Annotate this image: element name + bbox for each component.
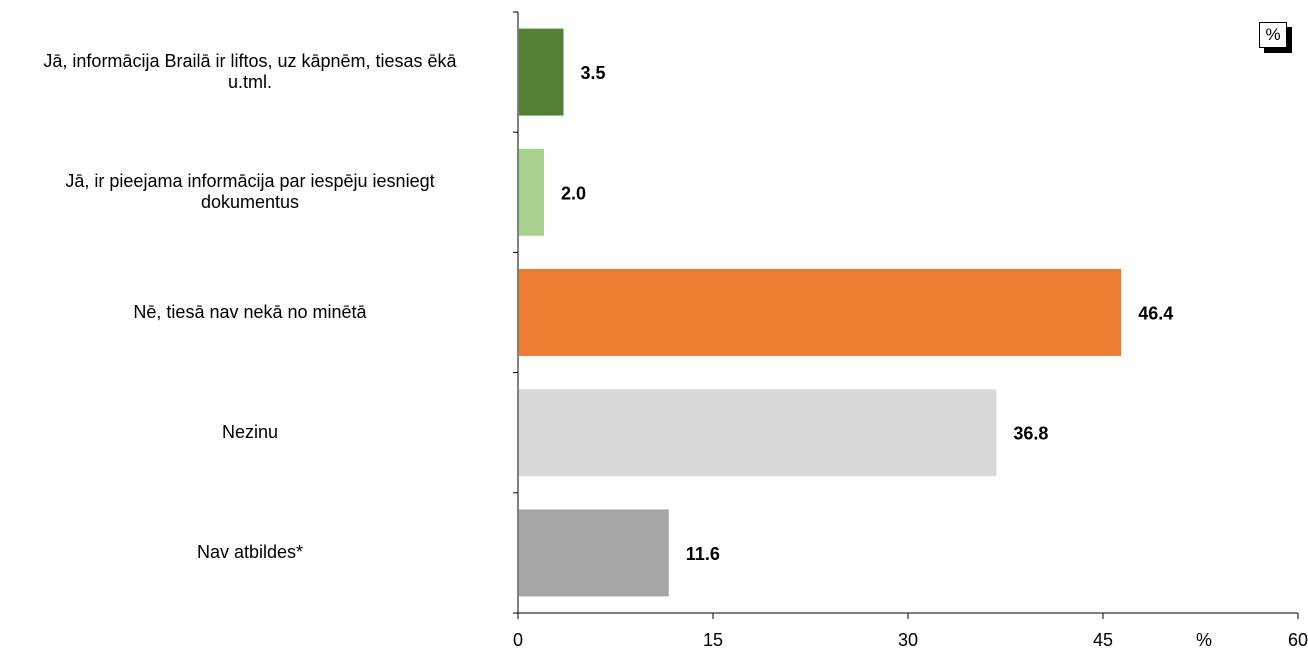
x-tick-label: 0 <box>513 630 523 650</box>
value-label: 3.5 <box>581 63 606 83</box>
value-label: 46.4 <box>1138 304 1173 324</box>
x-tick-label: 45 <box>1093 630 1113 650</box>
bar <box>519 509 669 597</box>
category-label-line: Jā, informācija Brailā ir liftos, uz kāp… <box>43 51 457 72</box>
value-label: 11.6 <box>686 544 720 564</box>
category-label: Jā, ir pieejama informācija par iespēju … <box>0 171 500 213</box>
category-label-line: dokumentus <box>200 192 300 213</box>
unit-badge: % <box>1259 22 1287 48</box>
category-label: Nē, tiesā nav nekā no minētā <box>0 302 500 323</box>
bar <box>519 148 544 236</box>
x-tick-label: 60 <box>1288 630 1308 650</box>
bar <box>519 269 1122 356</box>
bar <box>519 28 564 116</box>
category-label-line: Nezinu <box>221 422 279 443</box>
value-label: 2.0 <box>561 183 586 203</box>
category-label-line: Nē, tiesā nav nekā no minētā <box>133 302 367 322</box>
value-label: 36.8 <box>1013 424 1048 444</box>
category-label: Nav atbildes* <box>0 542 500 563</box>
category-label: Jā, informācija Brailā ir liftos, uz kāp… <box>0 51 500 93</box>
x-tick-label: 30 <box>898 630 918 650</box>
x-tick-label: 15 <box>703 630 723 650</box>
category-label-line: Nav atbildes* <box>196 542 304 563</box>
x-axis-unit-label: % <box>1196 630 1212 650</box>
category-label-line: u.tml. <box>227 72 272 93</box>
category-label-line: Jā, ir pieejama informācija par iespēju … <box>65 171 435 192</box>
category-label: Nezinu <box>0 422 500 443</box>
bar <box>519 389 997 477</box>
